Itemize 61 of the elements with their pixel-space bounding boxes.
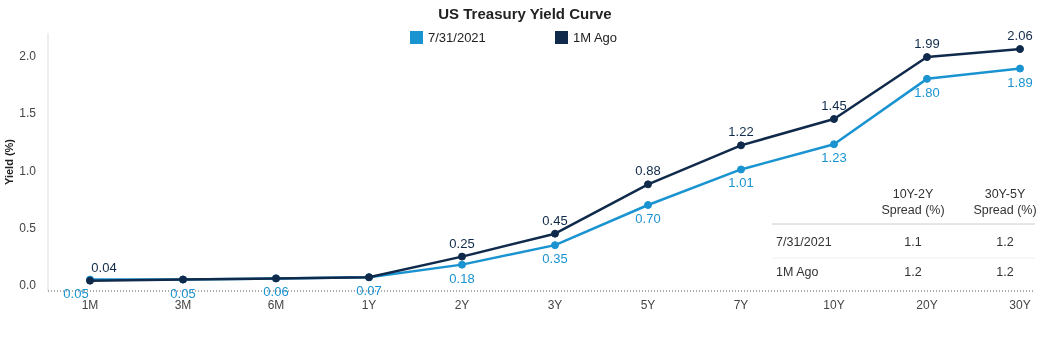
point <box>1016 45 1024 54</box>
data-label: 1.89 <box>1007 74 1033 90</box>
data-label: 1.22 <box>728 124 754 140</box>
data-label: 0.70 <box>635 211 661 226</box>
point <box>923 53 931 62</box>
x-tick-label: 10Y <box>823 298 845 312</box>
annotation: 1M Ago <box>776 265 819 279</box>
data-label: 1.99 <box>914 36 940 52</box>
data-label: 0.45 <box>542 212 568 228</box>
y-tick-label: 0.5 <box>19 220 37 235</box>
data-label: 0.07 <box>356 283 382 299</box>
chart-title: US Treasury Yield Curve <box>438 5 612 22</box>
legend-label: 7/31/2021 <box>428 30 486 45</box>
point <box>458 252 466 261</box>
point <box>551 229 559 238</box>
point <box>458 260 466 269</box>
data-label: 1.80 <box>914 84 940 100</box>
x-tick-label: 30Y <box>1009 298 1031 312</box>
y-tick-label: 1.5 <box>19 106 37 121</box>
y-axis-title: Yield (%) <box>3 138 15 186</box>
legend-label: 1M Ago <box>573 30 618 45</box>
point <box>830 115 838 123</box>
point <box>644 201 652 209</box>
point <box>1016 64 1024 73</box>
point <box>737 141 745 150</box>
data-label: 1.23 <box>821 150 847 166</box>
x-tick-label: 3Y <box>547 298 563 312</box>
x-tick-label: 1M <box>81 298 99 312</box>
data-label: 0.04 <box>91 259 117 275</box>
annotation: 1.2 <box>996 235 1014 249</box>
data-label: 1.01 <box>728 175 754 191</box>
y-tick-label: 1.0 <box>19 163 37 178</box>
data-label: 2.06 <box>1007 28 1033 44</box>
x-tick-label: 2Y <box>454 298 470 312</box>
point <box>737 165 745 174</box>
point <box>923 74 931 83</box>
annotation: 7/31/2021 <box>776 235 832 249</box>
point <box>551 241 559 250</box>
data-label: 0.06 <box>263 284 289 300</box>
x-tick-label: 3M <box>174 298 192 312</box>
x-tick-label: 20Y <box>916 298 938 312</box>
data-label: 0.35 <box>542 251 568 267</box>
data-label: 1.45 <box>821 98 847 113</box>
annotation: 1.2 <box>996 265 1014 279</box>
y-tick-label: 2.0 <box>19 48 37 63</box>
x-tick-label: 5Y <box>640 298 656 312</box>
point <box>644 180 652 189</box>
data-label: 0.18 <box>449 270 475 286</box>
annotation: 1.1 <box>904 235 922 249</box>
x-tick-label: 1Y <box>361 298 377 312</box>
point <box>830 140 838 149</box>
data-label: 0.88 <box>635 163 661 179</box>
data-label: 0.05 <box>63 285 89 301</box>
data-label: 0.05 <box>170 285 196 301</box>
x-tick-label: 6M <box>267 298 285 312</box>
annotation: 10Y-2Y Spread (%) <box>881 187 945 217</box>
data-label: 0.25 <box>449 235 475 251</box>
annotation: 30Y-5Y Spread (%) <box>973 187 1037 217</box>
annotation: 1.2 <box>904 265 922 279</box>
y-tick-label: 0.0 <box>19 278 37 293</box>
x-tick-label: 7Y <box>733 298 749 312</box>
